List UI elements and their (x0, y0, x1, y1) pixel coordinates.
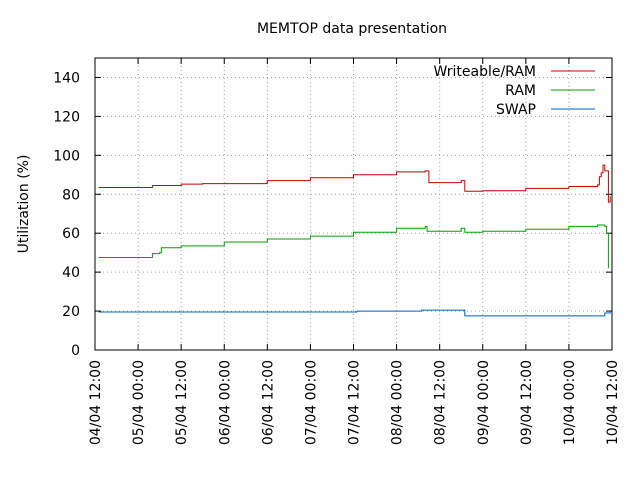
x-tick-label: 05/04 00:00 (131, 360, 147, 445)
legend-label: RAM (505, 83, 536, 99)
x-tick-label: 08/04 12:00 (433, 360, 449, 445)
y-tick-label: 140 (53, 70, 80, 86)
y-tick-label: 120 (53, 109, 80, 125)
grid (95, 58, 612, 350)
x-tick-label: 07/04 12:00 (347, 360, 363, 445)
axes: 0 20 40 60 80 100 120 140 04/04 12:00 05/04 00:00… (53, 58, 621, 445)
x-tick-label: 06/04 12:00 (260, 360, 276, 445)
legend-label: Writeable/RAM (434, 64, 536, 80)
x-tick-label: 10/04 12:00 (605, 360, 621, 445)
x-tick-label: 05/04 12:00 (174, 360, 190, 445)
series-line-1 (98, 224, 609, 269)
legend-label: SWAP (496, 102, 536, 118)
y-tick-label: 80 (62, 187, 80, 203)
y-tick-label: 40 (62, 265, 80, 281)
x-tick-label: 04/04 12:00 (88, 360, 104, 445)
y-axis-label: Utilization (%) (16, 155, 32, 254)
x-tick-label: 06/04 00:00 (217, 360, 233, 445)
y-tick-label: 60 (62, 226, 80, 242)
x-tick-label: 07/04 00:00 (303, 360, 319, 445)
x-tick-label: 10/04 00:00 (562, 360, 578, 445)
series-line-2 (98, 309, 611, 317)
series-lines (98, 164, 611, 317)
legend: Writeable/RAM RAM SWAP (434, 64, 595, 118)
x-tick-label: 09/04 12:00 (519, 360, 535, 445)
y-tick-label: 100 (53, 148, 80, 164)
chart-title: MEMTOP data presentation (257, 21, 447, 37)
x-tick-label: 09/04 00:00 (476, 360, 492, 445)
y-tick-label: 0 (71, 343, 80, 359)
x-tick-label: 08/04 00:00 (390, 360, 406, 445)
y-tick-label: 20 (62, 304, 80, 320)
series-line-0 (98, 164, 611, 203)
